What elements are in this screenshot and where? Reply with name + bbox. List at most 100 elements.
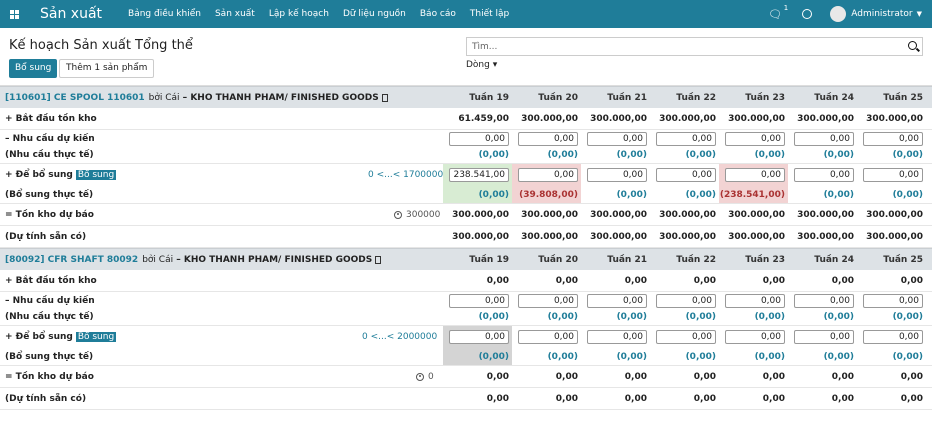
activity-clock-icon[interactable]: [802, 9, 813, 19]
demand-input[interactable]: [725, 131, 785, 146]
replenish-tag-button[interactable]: Bổ sung: [75, 332, 117, 342]
value-cell: 0,00: [693, 393, 716, 404]
replenish-input[interactable]: [863, 330, 923, 344]
row-label-text: (Dự tính sẵn có): [5, 231, 87, 242]
demand-input[interactable]: [863, 293, 923, 308]
app-brand[interactable]: Sản xuất: [40, 6, 103, 22]
value-cell: 0,00: [624, 371, 647, 382]
demand-input[interactable]: [518, 131, 578, 146]
value-cell: (0,00): [616, 189, 647, 200]
top-navbar: Sản xuất Bảng điều khiển Sản xuất Lập kế…: [0, 0, 932, 28]
product-link[interactable]: [110601] CE SPOOL 110601: [5, 92, 145, 103]
value-cell: 300.000,00: [659, 209, 716, 220]
value-cell: 300.000,00: [521, 209, 578, 220]
replenish-cell: [719, 164, 788, 186]
demand-input[interactable]: [587, 293, 647, 308]
demand-input[interactable]: [863, 131, 923, 146]
menu-item-production[interactable]: Sản xuất: [214, 9, 255, 19]
replenish-input[interactable]: [587, 168, 647, 182]
value-cell: (0,00): [616, 150, 647, 160]
row-label: – Nhu cầu dự kiến: [5, 130, 95, 147]
row-label-text: + Để bổ sung: [5, 332, 73, 342]
value-cell: (0,00): [823, 150, 854, 160]
value-cell: 300.000,00: [728, 209, 785, 220]
week-header: Tuần 24: [814, 254, 854, 265]
replenish-input[interactable]: [518, 168, 578, 182]
replenish-input[interactable]: [587, 330, 647, 344]
replenish-input[interactable]: [794, 168, 854, 182]
product-unit: bởi Cái – KHO THANH PHAM/ FINISHED GOODS: [142, 254, 373, 265]
chat-icon[interactable]: 🗨 1: [768, 3, 789, 21]
menu-item-planning[interactable]: Lập kế hoạch: [268, 9, 329, 19]
row-replenish-actual: (Bổ sung thực tế) (0,00) (39.808,00) (0,00)…: [0, 186, 932, 204]
chevron-down-icon[interactable]: ▼: [916, 10, 922, 18]
value-cell: (0,00): [754, 351, 785, 362]
replenish-input[interactable]: [518, 330, 578, 344]
menu-item-settings[interactable]: Thiết lập: [469, 9, 510, 19]
week-header: Tuần 23: [745, 254, 785, 265]
value-cell: (0,00): [547, 312, 578, 322]
value-cell: (0,00): [547, 351, 578, 362]
replenish-input[interactable]: [449, 168, 509, 182]
demand-input[interactable]: [794, 293, 854, 308]
value-cell: 0,00: [693, 371, 716, 382]
replenish-tag-button[interactable]: Bổ sung: [75, 170, 117, 180]
demand-cell: [857, 292, 926, 309]
menu-item-dashboard[interactable]: Bảng điều khiển: [128, 9, 201, 19]
replenish-input[interactable]: [794, 330, 854, 344]
value-cell: (0,00): [754, 150, 785, 160]
groupby-dropdown[interactable]: Dòng ▾: [466, 60, 497, 70]
product-link[interactable]: [80092] CFR SHAFT 80092: [5, 254, 139, 265]
product-unit: bởi Cái – KHO THANH PHAM/ FINISHED GOODS: [148, 92, 379, 103]
target-icon: [416, 372, 424, 381]
value-cell: 300.000,00: [797, 113, 854, 124]
demand-cell: [443, 130, 512, 147]
replenish-input[interactable]: [725, 168, 785, 182]
replenish-cell: [443, 326, 512, 348]
value-cell: 300.000,00: [866, 231, 923, 242]
demand-input[interactable]: [449, 131, 509, 146]
demand-input[interactable]: [449, 293, 509, 308]
demand-input[interactable]: [725, 293, 785, 308]
value-cell: 0,00: [624, 275, 647, 286]
min-max-range[interactable]: 0 <...< 2000000: [362, 332, 438, 342]
value-cell: 300.000,00: [590, 209, 647, 220]
replenish-input[interactable]: [656, 330, 716, 344]
replenish-input[interactable]: [725, 330, 785, 344]
user-menu[interactable]: Administrator: [851, 9, 913, 19]
demand-input[interactable]: [587, 131, 647, 146]
value-cell: (0,00): [823, 312, 854, 322]
demand-input[interactable]: [656, 293, 716, 308]
chat-count-badge: 1: [783, 3, 789, 12]
replenish-button[interactable]: Bổ sung: [9, 59, 58, 78]
week-header: Tuần 21: [607, 254, 647, 265]
replenish-cell: [788, 326, 857, 348]
product-title: [110601] CE SPOOL 110601 bởi Cái – KHO TH…: [5, 87, 388, 108]
safety-stock: 300000: [394, 204, 440, 225]
week-header: Tuần 25: [883, 92, 923, 103]
value-cell: 0,00: [555, 275, 578, 286]
min-max-range[interactable]: 0 <...< 1700000: [368, 170, 444, 180]
demand-input[interactable]: [518, 293, 578, 308]
demand-cell: [857, 130, 926, 147]
demand-input[interactable]: [656, 131, 716, 146]
replenish-input[interactable]: [449, 330, 509, 344]
add-product-button[interactable]: Thêm 1 sản phẩm: [59, 59, 155, 78]
row-label: (Bổ sung thực tế): [5, 348, 93, 365]
apps-menu-icon[interactable]: [0, 0, 28, 28]
demand-input[interactable]: [794, 131, 854, 146]
replenish-input[interactable]: [863, 168, 923, 182]
row-label: + Để bổ sung Bổ sung: [5, 326, 117, 348]
search-icon[interactable]: [908, 41, 917, 50]
replenish-input[interactable]: [656, 168, 716, 182]
menu-item-reports[interactable]: Báo cáo: [419, 9, 456, 19]
document-icon[interactable]: [375, 255, 382, 264]
search-input[interactable]: Tìm...: [466, 37, 923, 56]
document-icon[interactable]: [381, 93, 388, 102]
menu-item-master-data[interactable]: Dữ liệu nguồn: [342, 9, 406, 19]
value-cell: 0,00: [762, 275, 785, 286]
value-cell: 0,00: [555, 393, 578, 404]
row-demand-actual: (Nhu cầu thực tế) (0,00) (0,00) (0,00) (0,00…: [0, 147, 932, 164]
value-cell: 300.000,00: [797, 231, 854, 242]
avatar[interactable]: [830, 6, 847, 22]
